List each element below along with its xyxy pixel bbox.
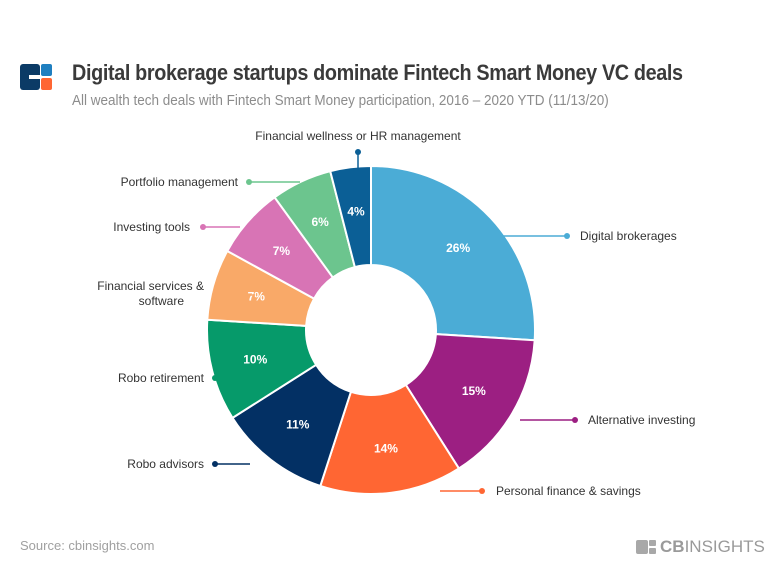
chart-title: Digital brokerage startups dominate Fint… — [72, 60, 683, 85]
leader-dot — [212, 461, 218, 467]
category-label: Financial services & software — [97, 279, 204, 308]
category-label: Financial wellness or HR management — [255, 129, 461, 143]
cb-insights-logo-icon — [20, 64, 52, 90]
slice-personal-finance-savings — [319, 383, 461, 495]
data-label: 11% — [286, 417, 310, 431]
leader-dot — [212, 375, 218, 381]
leader-dot — [564, 233, 570, 239]
category-label: Portfolio management — [121, 175, 239, 189]
data-label: 7% — [273, 244, 291, 258]
chart-subtitle: All wealth tech deals with Fintech Smart… — [72, 92, 609, 109]
category-label: Investing tools — [113, 220, 190, 234]
category-label: Digital brokerages — [580, 229, 677, 243]
source-note: Source: cbinsights.com — [20, 538, 155, 553]
data-label: 6% — [311, 215, 329, 229]
data-label: 10% — [243, 353, 267, 367]
leader-dot — [572, 417, 578, 423]
leader-dot — [246, 179, 252, 185]
leader-dot — [355, 149, 361, 155]
leader-dot — [200, 224, 206, 230]
brand-light: INSIGHTS — [684, 537, 765, 556]
brand-icon — [636, 540, 656, 554]
category-label: Robo advisors — [127, 457, 204, 471]
data-label: 7% — [248, 290, 266, 304]
category-label: Personal finance & savings — [496, 484, 641, 498]
data-label: 14% — [374, 442, 398, 456]
category-label: Alternative investing — [588, 413, 695, 427]
data-label: 4% — [347, 204, 365, 218]
leader-dot — [479, 488, 485, 494]
slice-digital-brokerages — [370, 164, 536, 342]
data-label: 26% — [446, 241, 470, 255]
leader-dot — [212, 292, 218, 298]
brand-logo: CBINSIGHTS — [636, 537, 765, 557]
slice-financial-wellness-or-hr-management — [328, 164, 372, 269]
data-label: 15% — [462, 384, 486, 398]
category-label: Robo retirement — [118, 371, 205, 385]
brand-bold: CB — [660, 537, 685, 556]
